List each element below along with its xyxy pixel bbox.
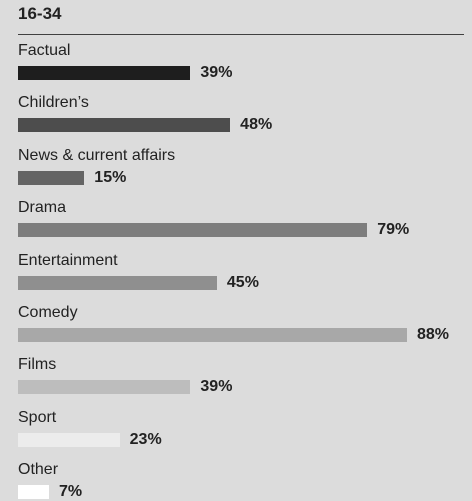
bar — [18, 66, 191, 80]
bar — [18, 118, 231, 133]
chart-header: 16-34 — [18, 0, 464, 35]
category-label: Entertainment — [18, 251, 118, 269]
bar — [18, 328, 407, 342]
value-label: 48% — [240, 116, 273, 134]
category-label: Comedy — [18, 304, 78, 321]
bar — [18, 432, 120, 447]
value-label: 39% — [200, 64, 233, 81]
value-label: 79% — [377, 221, 410, 239]
category-label: Sport — [18, 408, 57, 426]
bar — [18, 380, 191, 395]
value-label: 88% — [417, 326, 450, 343]
category-label: Films — [18, 356, 57, 374]
chart-title: 16-34 — [18, 4, 62, 23]
category-label: Other — [18, 461, 59, 479]
bar — [18, 170, 85, 185]
category-label: News & current affairs — [18, 146, 176, 164]
value-label: 23% — [129, 430, 162, 448]
bar — [18, 275, 217, 290]
value-label: 39% — [200, 378, 233, 396]
category-label: Factual — [18, 42, 71, 59]
category-label: Drama — [18, 199, 67, 217]
value-label: 15% — [94, 168, 127, 186]
bar — [18, 485, 49, 500]
bar — [18, 223, 368, 238]
value-label: 7% — [58, 483, 83, 501]
category-label: Children’s — [18, 94, 89, 112]
value-label: 45% — [226, 273, 259, 291]
